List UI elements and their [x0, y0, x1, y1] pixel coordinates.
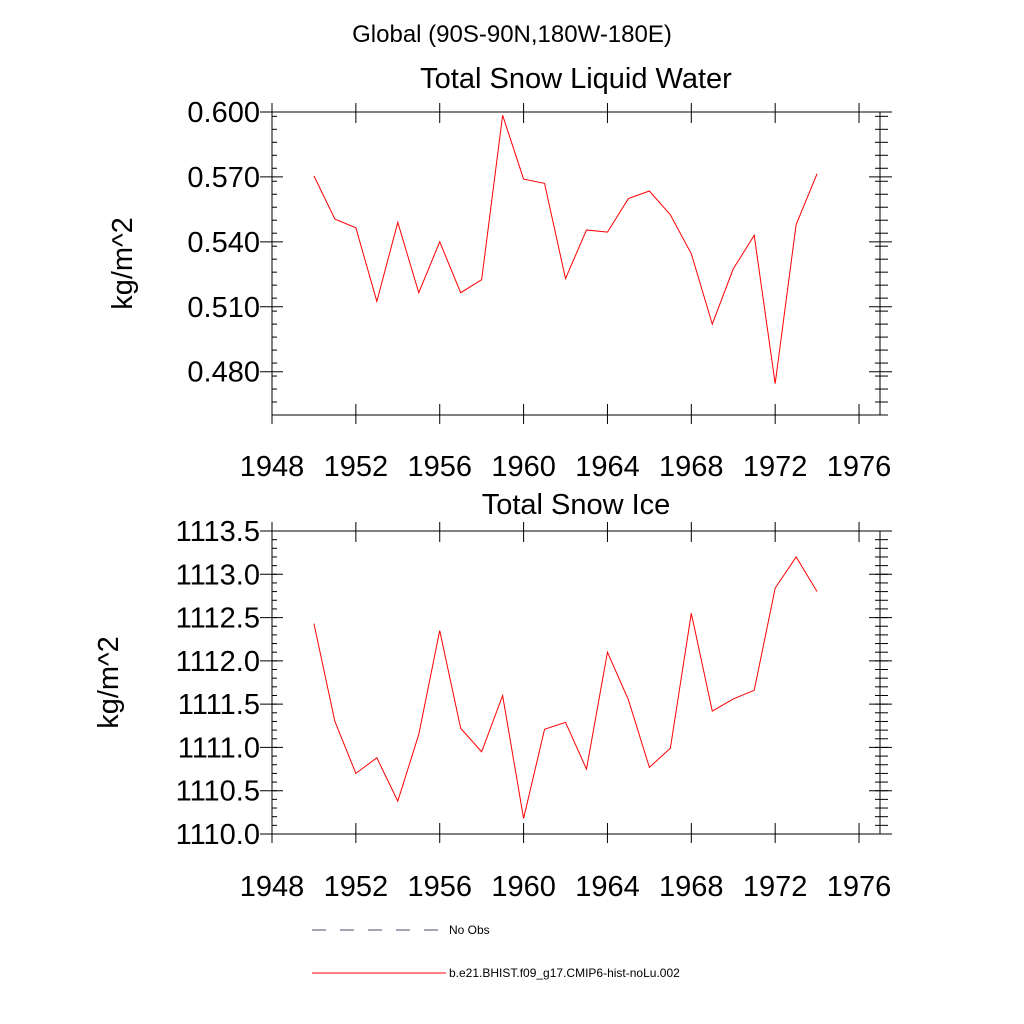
y-tick-label: 0.540: [187, 227, 260, 259]
x-tick-label: 1976: [827, 871, 892, 903]
x-tick-label: 1960: [491, 871, 556, 903]
plot-frame: [271, 111, 881, 416]
y-tick-label: 0.570: [187, 162, 260, 194]
legend-label-no-obs: No Obs: [449, 923, 490, 937]
y-tick-label: 1110.5: [176, 776, 260, 808]
x-tick-label: 1976: [827, 451, 892, 483]
y-tick-label: 1113.0: [176, 559, 260, 591]
y-tick-label: 1112.0: [176, 646, 260, 678]
series-line-ice: [313, 556, 818, 819]
y-tick-label: 1113.5: [176, 516, 260, 548]
y-tick-label: 0.480: [187, 357, 260, 389]
y-tick-label: 1112.5: [176, 603, 260, 635]
x-tick-label: 1948: [240, 451, 305, 483]
y-tick-label: 0.510: [187, 292, 260, 324]
chart-panel-snow-ice: Total Snow Ice kg/m^2 1948 1952 1956 1960 1964…: [93, 489, 892, 903]
chart-title: Total Snow Liquid Water: [420, 63, 732, 95]
plot-frame: [271, 530, 881, 835]
x-tick-label: 1964: [575, 871, 640, 903]
x-tick-label: 1948: [240, 871, 305, 903]
x-tick-label: 1952: [324, 871, 389, 903]
series-line-liquid: [313, 115, 818, 384]
y-tick-label: 1111.5: [178, 689, 260, 721]
y-tick-label: 1111.0: [178, 732, 260, 764]
x-tick-label: 1968: [659, 451, 724, 483]
figure-suptitle: Global (90S-90N,180W-180E): [352, 21, 672, 48]
x-tick-label: 1956: [407, 871, 472, 903]
legend: No Obs b.e21.BHIST.f09_g17.CMIP6-hist-no…: [312, 923, 680, 980]
y-axis-label: kg/m^2: [93, 636, 125, 729]
chart-panel-snow-liquid-water: Total Snow Liquid Water kg/m^2 1948 1952 195…: [107, 63, 892, 483]
x-tick-label: 1972: [743, 451, 808, 483]
chart-title: Total Snow Ice: [482, 489, 671, 521]
y-tick-label: 1110.0: [176, 819, 260, 851]
x-tick-label: 1968: [659, 871, 724, 903]
x-tick-label: 1972: [743, 871, 808, 903]
x-tick-label: 1952: [324, 451, 389, 483]
y-tick-label: 0.600: [187, 97, 260, 129]
y-axis-label: kg/m^2: [107, 217, 139, 310]
x-tick-label: 1964: [575, 451, 640, 483]
x-tick-label: 1956: [407, 451, 472, 483]
x-tick-label: 1960: [491, 451, 556, 483]
legend-label-model: b.e21.BHIST.f09_g17.CMIP6-hist-noLu.002: [449, 966, 680, 980]
